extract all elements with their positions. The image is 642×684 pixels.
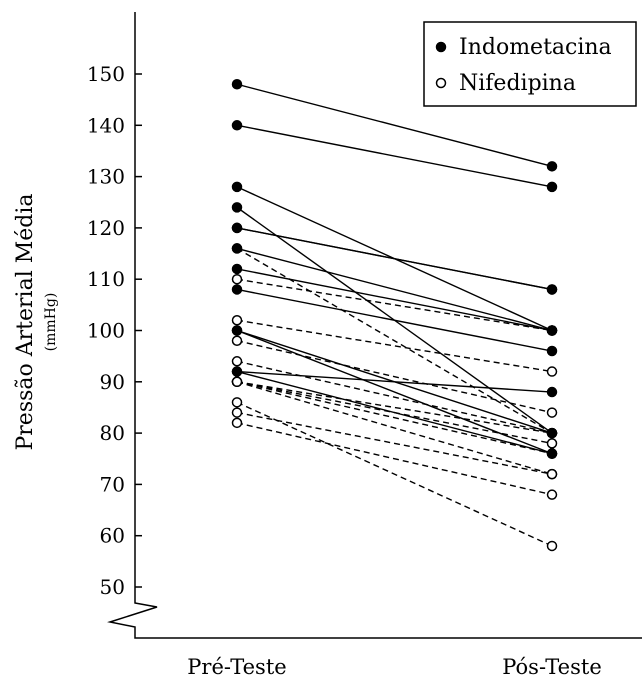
- series-line-nifedipina: [236, 381, 553, 434]
- series-line-indometacina: [236, 288, 553, 352]
- data-point-indometacina: [546, 386, 558, 398]
- data-point-nifedipina: [231, 314, 243, 326]
- y-axis-label: Pressão Arterial Média: [13, 193, 38, 450]
- legend-box: [423, 21, 637, 107]
- y-tick-label: 110: [87, 267, 125, 291]
- axis-lines: [107, 12, 642, 639]
- data-point-indometacina: [546, 284, 558, 295]
- y-tick-label: 150: [87, 62, 125, 86]
- series-line-nifedipina: [236, 278, 553, 332]
- series-points: [231, 79, 558, 552]
- data-point-nifedipina: [231, 376, 243, 388]
- data-point-nifedipina: [546, 407, 558, 418]
- data-point-indometacina: [231, 325, 243, 336]
- data-point-indometacina: [546, 161, 558, 172]
- y-tick-label: 120: [87, 216, 125, 240]
- series-line-indometacina: [236, 227, 553, 291]
- series-line-nifedipina: [236, 411, 553, 475]
- series-line-nifedipina: [236, 381, 553, 455]
- y-tick-label: 50: [100, 575, 125, 599]
- series-line-indometacina: [236, 370, 553, 455]
- data-point-indometacina: [546, 181, 558, 193]
- x-tick-label: Pós-Teste: [502, 655, 602, 679]
- data-point-indometacina: [231, 222, 243, 234]
- series-line-nifedipina: [236, 422, 553, 496]
- series-line-nifedipina: [236, 247, 553, 434]
- data-point-indometacina: [546, 345, 558, 357]
- data-point-nifedipina: [231, 417, 243, 429]
- data-point-nifedipina: [546, 366, 558, 377]
- data-point-indometacina: [546, 325, 558, 336]
- data-point-nifedipina: [231, 273, 243, 285]
- series-line-indometacina: [236, 329, 553, 455]
- x-tick-label: Pré-Teste: [187, 655, 286, 679]
- series-line-indometacina: [236, 247, 553, 332]
- series-line-indometacina: [236, 124, 553, 188]
- legend-label-indometacina: Indometacina: [459, 35, 612, 60]
- series-line-nifedipina: [236, 381, 553, 475]
- data-point-nifedipina: [546, 540, 558, 552]
- data-point-indometacina: [546, 427, 558, 439]
- data-point-indometacina: [231, 243, 243, 254]
- series-line-nifedipina: [236, 360, 553, 434]
- series-line-nifedipina: [236, 401, 553, 547]
- axes: 50 60 70 80 90 100 110 120 130 140 150 Pré-Teste Pós…: [87, 12, 642, 679]
- y-axis-unit: (mmHg): [43, 293, 59, 352]
- data-point-indometacina: [231, 202, 243, 213]
- series-lines: [236, 83, 553, 547]
- y-tick-label: 90: [100, 370, 125, 394]
- data-point-nifedipina: [546, 489, 558, 500]
- legend-marker-nifedipina: [435, 77, 447, 89]
- data-point-nifedipina: [546, 468, 558, 480]
- data-point-indometacina: [231, 120, 243, 131]
- series-line-nifedipina: [236, 340, 553, 414]
- y-tick-label: 140: [87, 113, 125, 137]
- series-line-indometacina: [236, 83, 553, 168]
- data-point-indometacina: [231, 366, 243, 377]
- series-line-nifedipina: [236, 319, 553, 373]
- legend-label-nifedipina: Nifedipina: [459, 71, 576, 96]
- data-point-indometacina: [231, 263, 243, 275]
- data-point-indometacina: [231, 284, 243, 295]
- axis-labels: Pressão Arterial Média (mmHg): [13, 193, 59, 450]
- legend: Indometacina Nifedipina: [423, 21, 637, 107]
- series-line-indometacina: [236, 370, 553, 393]
- data-point-indometacina: [231, 181, 243, 193]
- data-point-nifedipina: [231, 397, 243, 408]
- legend-marker-indometacina: [435, 41, 447, 53]
- data-point-indometacina: [546, 448, 558, 459]
- y-tick-label: 60: [100, 524, 125, 548]
- data-point-nifedipina: [231, 335, 243, 347]
- series-line-indometacina: [236, 268, 553, 332]
- data-point-nifedipina: [231, 407, 243, 418]
- y-tick-label: 100: [87, 319, 125, 343]
- y-tick-label: 80: [100, 421, 125, 445]
- data-point-nifedipina: [231, 356, 243, 367]
- y-tick-label: 130: [87, 165, 125, 189]
- y-tick-label: 70: [100, 472, 125, 496]
- data-point-indometacina: [231, 79, 243, 90]
- data-point-nifedipina: [546, 438, 558, 449]
